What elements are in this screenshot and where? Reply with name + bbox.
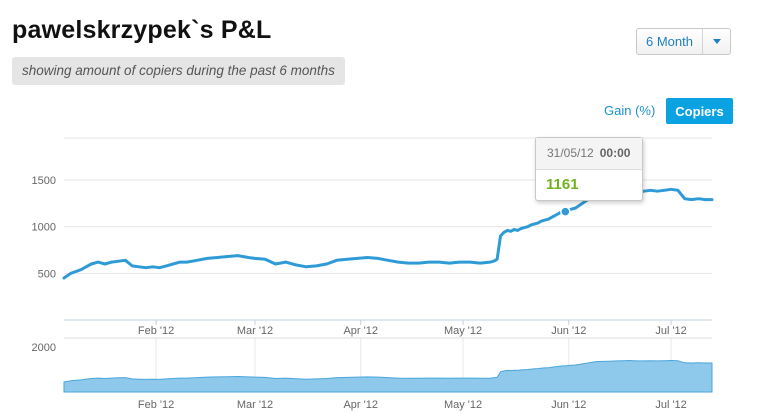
period-select-value: 6 Month bbox=[646, 34, 693, 49]
series-copiers bbox=[62, 187, 714, 280]
tooltip-date: 31/05/12 bbox=[547, 146, 594, 160]
navigator-x-tick-label: May '12 bbox=[444, 399, 482, 411]
x-tick-label: May '12 bbox=[444, 325, 482, 337]
x-tick-label: Apr '12 bbox=[343, 325, 378, 337]
x-tick-label: Jun '12 bbox=[551, 325, 586, 337]
navigator-y-tick-label: 2000 bbox=[32, 342, 56, 354]
highlight-point bbox=[560, 206, 571, 217]
page-title: pawelskrzypek`s P&L bbox=[12, 16, 272, 44]
navigator-x-tick-label: Mar '12 bbox=[237, 399, 273, 411]
gain-toggle-link[interactable]: Gain (%) bbox=[604, 103, 656, 118]
x-tick-label: Feb '12 bbox=[138, 325, 174, 337]
y-tick-label: 500 bbox=[38, 268, 56, 280]
navigator-x-tick-label: Feb '12 bbox=[138, 399, 174, 411]
period-select[interactable]: 6 Month bbox=[636, 28, 731, 55]
navigator-x-tick-label: Jun '12 bbox=[551, 399, 586, 411]
x-tick-label: Mar '12 bbox=[237, 325, 273, 337]
navigator[interactable]: 2000 bbox=[32, 337, 713, 393]
y-axis-labels: 500 1000 1500 bbox=[32, 175, 56, 280]
x-tick-label: Jul '12 bbox=[655, 325, 686, 337]
navigator-x-tick-label: Apr '12 bbox=[343, 399, 378, 411]
navigator-area bbox=[63, 359, 713, 393]
page-subtitle: showing amount of copiers during the pas… bbox=[12, 57, 345, 85]
navigator-x-tick-label: Jul '12 bbox=[655, 399, 686, 411]
chevron-down-icon[interactable] bbox=[702, 29, 730, 54]
tooltip-time: 00:00 bbox=[599, 146, 631, 160]
chart-tooltip: 31/05/12 00:00 1161 bbox=[535, 137, 643, 201]
y-tick-label: 1500 bbox=[32, 175, 56, 187]
copiers-toggle-button[interactable]: Copiers bbox=[666, 98, 733, 124]
series-line bbox=[62, 187, 714, 280]
y-tick-label: 1000 bbox=[32, 222, 56, 234]
tooltip-value: 1161 bbox=[546, 176, 579, 193]
x-axis-labels: Feb '12 Feb '12 Mar '12 Mar '12 Apr '12 Apr '… bbox=[138, 325, 687, 411]
